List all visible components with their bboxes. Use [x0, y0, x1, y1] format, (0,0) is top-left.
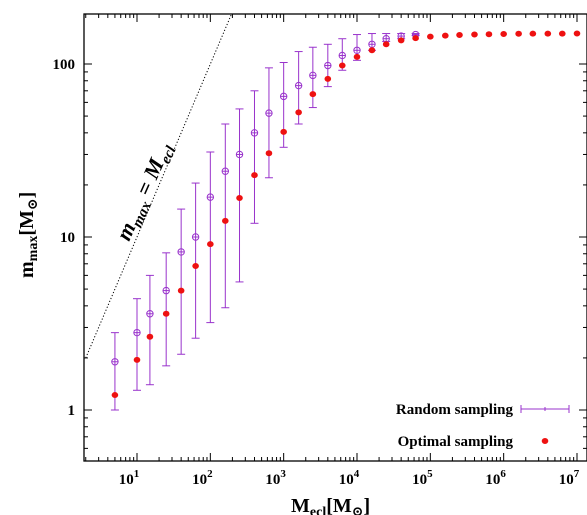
optimal-sampling-point — [412, 35, 419, 42]
x-tick-label: 106 — [485, 468, 506, 488]
random-sampling-point — [110, 332, 119, 411]
legend-entry-random: Random sampling — [396, 402, 570, 418]
random-sampling-point — [221, 123, 230, 309]
random-sampling-point — [162, 252, 171, 367]
random-sampling-point — [177, 208, 186, 355]
optimal-sampling-point — [544, 30, 552, 37]
legend-marker-random — [520, 405, 570, 413]
optimal-sampling-point — [295, 109, 302, 116]
x-tick-label: 105 — [412, 468, 433, 488]
optimal-sampling-point — [146, 333, 154, 340]
optimal-sampling-point — [222, 217, 229, 224]
optimal-sampling-point — [382, 41, 390, 48]
y-axis-title: mmax[M⊙] — [16, 192, 41, 278]
optimal-sampling-point — [558, 30, 566, 37]
one-to-one-line — [85, 14, 233, 359]
optimal-sampling-point — [397, 37, 405, 44]
optimal-sampling-point — [500, 31, 507, 38]
plot-frame — [83, 13, 587, 462]
x-axis-title: Mecl[M⊙] — [291, 495, 370, 515]
optimal-sampling-point — [177, 287, 185, 294]
diagonal-annotation: mmax = Mecl — [111, 138, 180, 246]
y-tick-label: 10 — [60, 230, 75, 246]
optimal-sampling-point — [251, 172, 258, 179]
optimal-sampling-point — [111, 392, 119, 399]
optimal-sampling-point — [485, 31, 493, 38]
optimal-sampling-point — [368, 47, 376, 54]
legend-label-optimal: Optimal sampling — [398, 434, 514, 450]
x-tick-label: 101 — [119, 468, 140, 488]
random-sampling-point — [206, 151, 215, 324]
optimal-sampling-point — [236, 195, 243, 202]
ticks-layer — [84, 14, 587, 461]
optimal-sampling-point — [192, 262, 199, 269]
x-tick-label: 104 — [339, 468, 360, 488]
random-sampling-point — [133, 298, 141, 391]
y-tick-label: 1 — [68, 403, 76, 419]
optimal-sampling-point — [207, 241, 214, 248]
optimal-sampling-point — [353, 53, 361, 60]
series-layer — [110, 30, 581, 411]
optimal-sampling-point — [573, 30, 581, 37]
optimal-sampling-point — [280, 128, 287, 135]
random-sampling-point — [308, 46, 317, 109]
optimal-sampling-point — [515, 30, 522, 37]
optimal-sampling-point — [309, 91, 317, 98]
one-to-one-line-layer — [85, 14, 233, 359]
legend-label-random: Random sampling — [396, 402, 514, 418]
optimal-sampling-point — [442, 32, 449, 39]
tick-labels-layer: 101 102 103 104 105 106 107 1 10 100 — [53, 57, 580, 488]
x-tick-label: 107 — [559, 468, 580, 488]
optimal-sampling-point — [427, 33, 434, 40]
optimal-sampling-point — [265, 150, 273, 157]
x-tick-label: 103 — [265, 468, 286, 488]
optimal-sampling-point — [456, 32, 463, 39]
legend-marker-optimal — [541, 438, 549, 444]
random-sampling-point — [382, 33, 391, 43]
random-sampling-point — [191, 182, 200, 339]
random-sampling-point — [250, 90, 259, 224]
optimal-sampling-point — [133, 356, 141, 363]
legend: Random sampling Optimal sampling — [396, 402, 570, 450]
optimal-sampling-point — [162, 310, 170, 317]
y-tick-label: 100 — [53, 57, 76, 73]
optimal-sampling-point — [471, 31, 478, 38]
random-sampling-point — [145, 274, 154, 386]
optimal-sampling-point — [529, 30, 537, 37]
optimal-sampling-point — [324, 75, 332, 82]
optimal-sampling-point — [338, 62, 346, 69]
legend-entry-optimal: Optimal sampling — [398, 434, 549, 450]
random-sampling-point — [264, 67, 273, 179]
x-tick-label: 102 — [192, 468, 213, 488]
